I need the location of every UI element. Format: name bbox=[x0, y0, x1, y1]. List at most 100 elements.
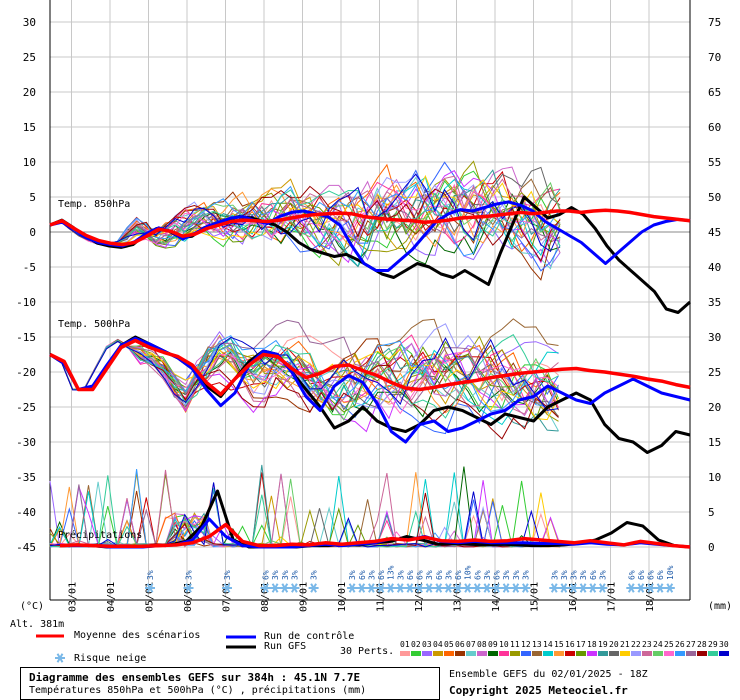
right-tick-label: 40 bbox=[708, 261, 721, 274]
perturbation-swatch bbox=[708, 651, 718, 656]
perturbation-lines bbox=[49, 160, 561, 549]
perturbation-swatch bbox=[576, 651, 586, 656]
snowflake-icon bbox=[649, 583, 654, 589]
snowflake-icon bbox=[591, 583, 597, 589]
perturbation-swatch bbox=[477, 651, 487, 656]
snow-risk-item: 6% bbox=[472, 570, 483, 593]
snowflake-icon bbox=[264, 583, 269, 589]
perturbation-line bbox=[49, 175, 561, 254]
left-tick-label: 25 bbox=[23, 51, 36, 64]
snowflake-icon bbox=[582, 583, 587, 589]
snow-risk-pct: 6% bbox=[377, 570, 386, 580]
snow-risk-item: 6% bbox=[635, 570, 646, 593]
right-tick-label: 15 bbox=[708, 436, 721, 449]
snow-risk-pct: 6% bbox=[416, 570, 425, 580]
left-tick-label: -30 bbox=[16, 436, 36, 449]
snow-risk-item: 3% bbox=[366, 570, 377, 593]
altitude-label: Alt. 381m bbox=[10, 619, 64, 630]
perturbation-id: 28 bbox=[697, 640, 707, 649]
legend: 01 02 03 04 05 06 07 08 09 10 11 12 13 14 15 16 17 18 19 20… bbox=[36, 634, 729, 663]
snow-risk-pct: 3% bbox=[396, 570, 405, 580]
perturbation-id: 01 bbox=[400, 640, 410, 649]
left-tick-label: 30 bbox=[23, 16, 36, 29]
snow-risk-pct: 3% bbox=[290, 570, 299, 580]
snow-risk-item: 3% bbox=[395, 570, 406, 593]
snow-risk-row: 3% 3% 3% 6% 3% 3% 3% 3% 3% 6% 3% 6% 13% 3% 6% 6% 3% 6% 3% 6… bbox=[145, 565, 675, 593]
legend-snowflake-icon bbox=[59, 653, 64, 659]
date-label: 07/01 bbox=[222, 582, 233, 612]
left-tick-label: -25 bbox=[16, 401, 36, 414]
snow-risk-pct: 3% bbox=[348, 570, 357, 580]
snow-risk-item: 3% bbox=[520, 570, 531, 593]
right-unit-label: (mm) bbox=[708, 601, 732, 612]
snow-risk-pct: 3% bbox=[550, 570, 559, 580]
snow-risk-pct: 3% bbox=[560, 570, 569, 580]
right-tick-label: 50 bbox=[708, 191, 721, 204]
snow-risk-pct: 6% bbox=[493, 570, 502, 580]
snowflake-icon bbox=[409, 583, 414, 589]
perturbation-swatch bbox=[598, 651, 608, 656]
perturbation-swatch bbox=[587, 651, 597, 656]
snow-risk-item: 3% bbox=[510, 570, 521, 593]
snow-risk-item: 6% bbox=[433, 570, 444, 593]
snow-risk-pct: 3% bbox=[512, 570, 521, 580]
snowflake-icon bbox=[659, 583, 664, 589]
footer-subtitle: Températures 850hPa et 500hPa (°C) , pré… bbox=[29, 685, 367, 696]
right-tick-label: 0 bbox=[708, 541, 715, 554]
snow-risk-item: 6% bbox=[655, 570, 665, 593]
snow-risk-item: 6% bbox=[404, 570, 415, 593]
series-t500-0 bbox=[49, 338, 691, 397]
date-label: 18/01 bbox=[645, 582, 656, 612]
snow-risk-item: 6% bbox=[376, 570, 386, 593]
left-tick-label: 20 bbox=[23, 86, 36, 99]
snow-risk-item: 3% bbox=[597, 570, 608, 593]
snowflake-icon bbox=[486, 583, 491, 589]
perturbation-swatch bbox=[664, 651, 674, 656]
perturbation-id: 08 bbox=[477, 640, 487, 649]
perturbation-line bbox=[49, 170, 561, 264]
snow-risk-pct: 6% bbox=[358, 570, 367, 580]
right-tick-label: 65 bbox=[708, 86, 721, 99]
right-tick-label: 55 bbox=[708, 156, 721, 169]
legend-gfs-label: Run GFS bbox=[264, 641, 307, 652]
perturbation-swatch bbox=[444, 651, 454, 656]
snow-risk-pct: 13% bbox=[387, 565, 396, 580]
snow-risk-pct: 3% bbox=[444, 570, 453, 580]
perturbation-id: 13 bbox=[532, 640, 542, 649]
perturbation-swatch bbox=[719, 651, 729, 656]
snowflake-icon bbox=[563, 583, 568, 589]
date-label: 12/01 bbox=[414, 582, 425, 612]
snow-risk-item: 3% bbox=[481, 570, 492, 593]
left-unit-label: (°C) bbox=[20, 601, 44, 612]
perturbation-swatch bbox=[554, 651, 564, 656]
snow-risk-item: 3% bbox=[308, 570, 319, 593]
snowflake-icon bbox=[630, 583, 635, 589]
snow-risk-item: 10% bbox=[462, 565, 473, 593]
perturbation-swatch bbox=[686, 651, 696, 656]
left-tick-label: 0 bbox=[29, 226, 36, 239]
snow-risk-item: 3% bbox=[183, 570, 194, 593]
perturbation-swatch bbox=[466, 651, 476, 656]
snow-risk-pct: 3% bbox=[598, 570, 607, 580]
snowflake-icon bbox=[505, 583, 510, 589]
left-tick-label: -10 bbox=[16, 296, 36, 309]
right-tick-label: 70 bbox=[708, 51, 721, 64]
copyright: Copyright 2025 Meteociel.fr bbox=[449, 684, 628, 697]
snow-risk-pct: 3% bbox=[367, 570, 376, 580]
perturbation-id: 14 bbox=[543, 640, 553, 649]
snow-risk-pct: 3% bbox=[310, 570, 319, 580]
snow-risk-item: 3% bbox=[270, 570, 280, 593]
snowflake-icon bbox=[370, 583, 375, 589]
perturbation-line bbox=[49, 173, 561, 247]
snow-risk-pct: 6% bbox=[473, 570, 482, 580]
perturbation-id: 29 bbox=[708, 640, 718, 649]
left-tick-label: -20 bbox=[16, 366, 36, 379]
snowflake-icon bbox=[572, 583, 577, 589]
perturbation-swatch bbox=[653, 651, 663, 656]
date-label: 13/01 bbox=[453, 582, 464, 612]
perturbation-line bbox=[49, 323, 559, 411]
date-label: 10/01 bbox=[337, 582, 348, 612]
snow-risk-pct: 3% bbox=[271, 570, 280, 580]
